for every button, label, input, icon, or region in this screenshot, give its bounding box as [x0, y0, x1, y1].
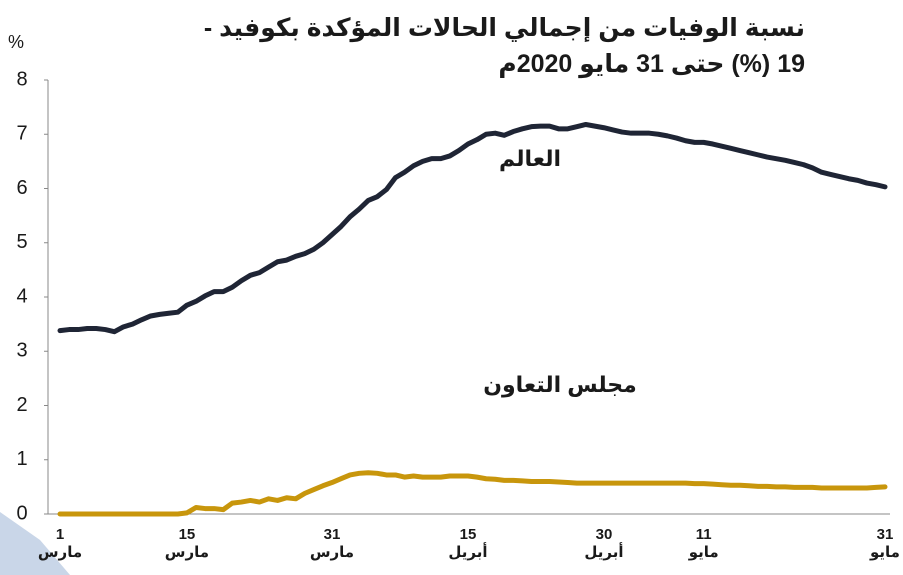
x-tick-label: 15 مارس	[164, 526, 210, 561]
annotation: العالم	[499, 146, 561, 171]
x-tick-label: 30 أبريل	[584, 526, 624, 561]
chart-title: نسبة الوفيات من إجمالي الحالات المؤكدة ب…	[105, 10, 805, 82]
title-line: نسبة الوفيات من إجمالي الحالات المؤكدة ب…	[203, 14, 805, 42]
decoration	[0, 512, 70, 575]
y-tick-label: 5	[16, 231, 27, 253]
title-line: 19 (%) حتى 31 مايو 2020م	[498, 50, 805, 78]
x-tick-label: 31 مارس	[309, 526, 355, 561]
y-tick-label: 6	[16, 177, 27, 199]
y-tick-label: 4	[16, 285, 27, 307]
y-tick-label: 7	[16, 123, 27, 145]
y-axis-label: %	[8, 32, 25, 52]
y-tick-label: 3	[16, 340, 27, 362]
data-line	[57, 470, 888, 517]
y-tick-label: 0	[16, 502, 27, 524]
x-tick-label: 11 مايو	[688, 526, 719, 561]
y-tick-label: 8	[16, 68, 27, 90]
y-tick-label: 1	[16, 448, 27, 470]
y-tick-label: 2	[16, 394, 27, 416]
data-line	[57, 121, 888, 335]
x-tick-label: 31 مايو	[870, 526, 900, 561]
x-tick-label: 1 مارس	[37, 526, 83, 561]
annotation: مجلس التعاون	[483, 372, 637, 397]
x-tick-label: 15 أبريل	[448, 526, 488, 561]
